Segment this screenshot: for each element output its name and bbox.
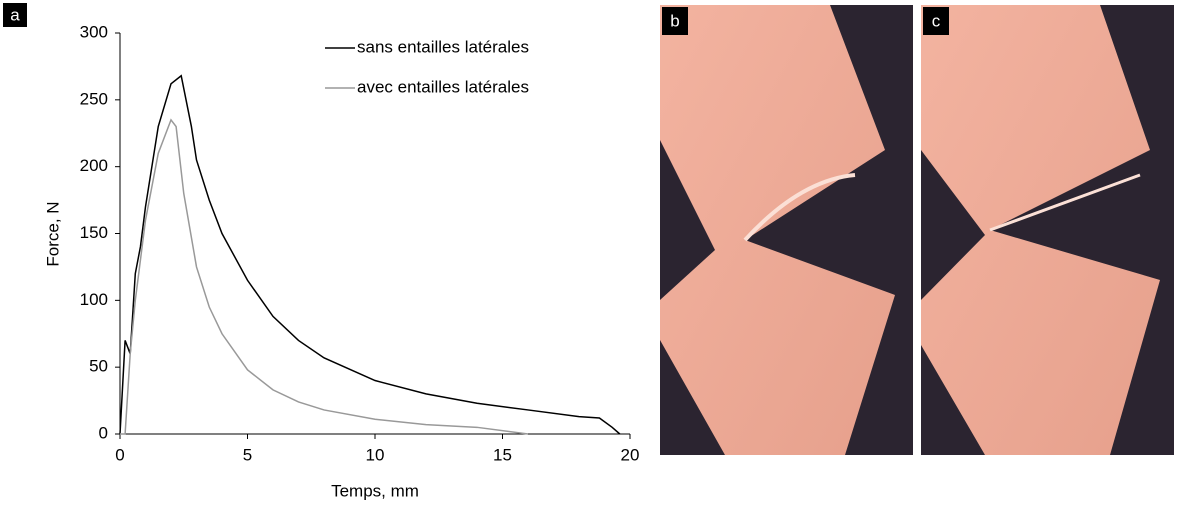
x-tick-label: 20 [621, 445, 640, 464]
photo-c: c [921, 5, 1174, 455]
series-line [119, 74, 621, 435]
y-tick-label: 100 [80, 290, 108, 309]
y-tick-label: 250 [80, 89, 108, 108]
x-tick-label: 0 [115, 445, 124, 464]
y-tick-label: 300 [80, 22, 108, 41]
x-tick-label: 15 [493, 445, 512, 464]
highlight [743, 173, 856, 242]
x-axis-label: Temps, mm [331, 481, 419, 500]
y-tick-label: 200 [80, 156, 108, 175]
x-tick-label: 10 [366, 445, 385, 464]
panel-label: b [670, 11, 679, 30]
legend-label: avec entailles latérales [357, 77, 529, 96]
y-tick-label: 0 [99, 423, 108, 442]
photo-b: b [660, 5, 913, 455]
panel-label-box [3, 3, 27, 27]
panel-label: a [10, 5, 20, 24]
panel-label: c [932, 11, 941, 30]
panel-label-box [923, 7, 949, 35]
x-tick-label: 5 [243, 445, 252, 464]
legend-label: sans entailles latérales [357, 37, 529, 56]
y-tick-label: 50 [89, 357, 108, 376]
specimen [660, 5, 895, 455]
y-tick-label: 150 [80, 223, 108, 242]
y-axis-label: Force, N [43, 201, 62, 266]
series-line [120, 118, 529, 435]
panel-label-box [662, 7, 688, 35]
highlight [989, 173, 1141, 232]
specimen [921, 5, 1160, 455]
panel-a: a Force, N Temps, mm 0 50 100 150 200 250 300 0… [3, 3, 639, 500]
